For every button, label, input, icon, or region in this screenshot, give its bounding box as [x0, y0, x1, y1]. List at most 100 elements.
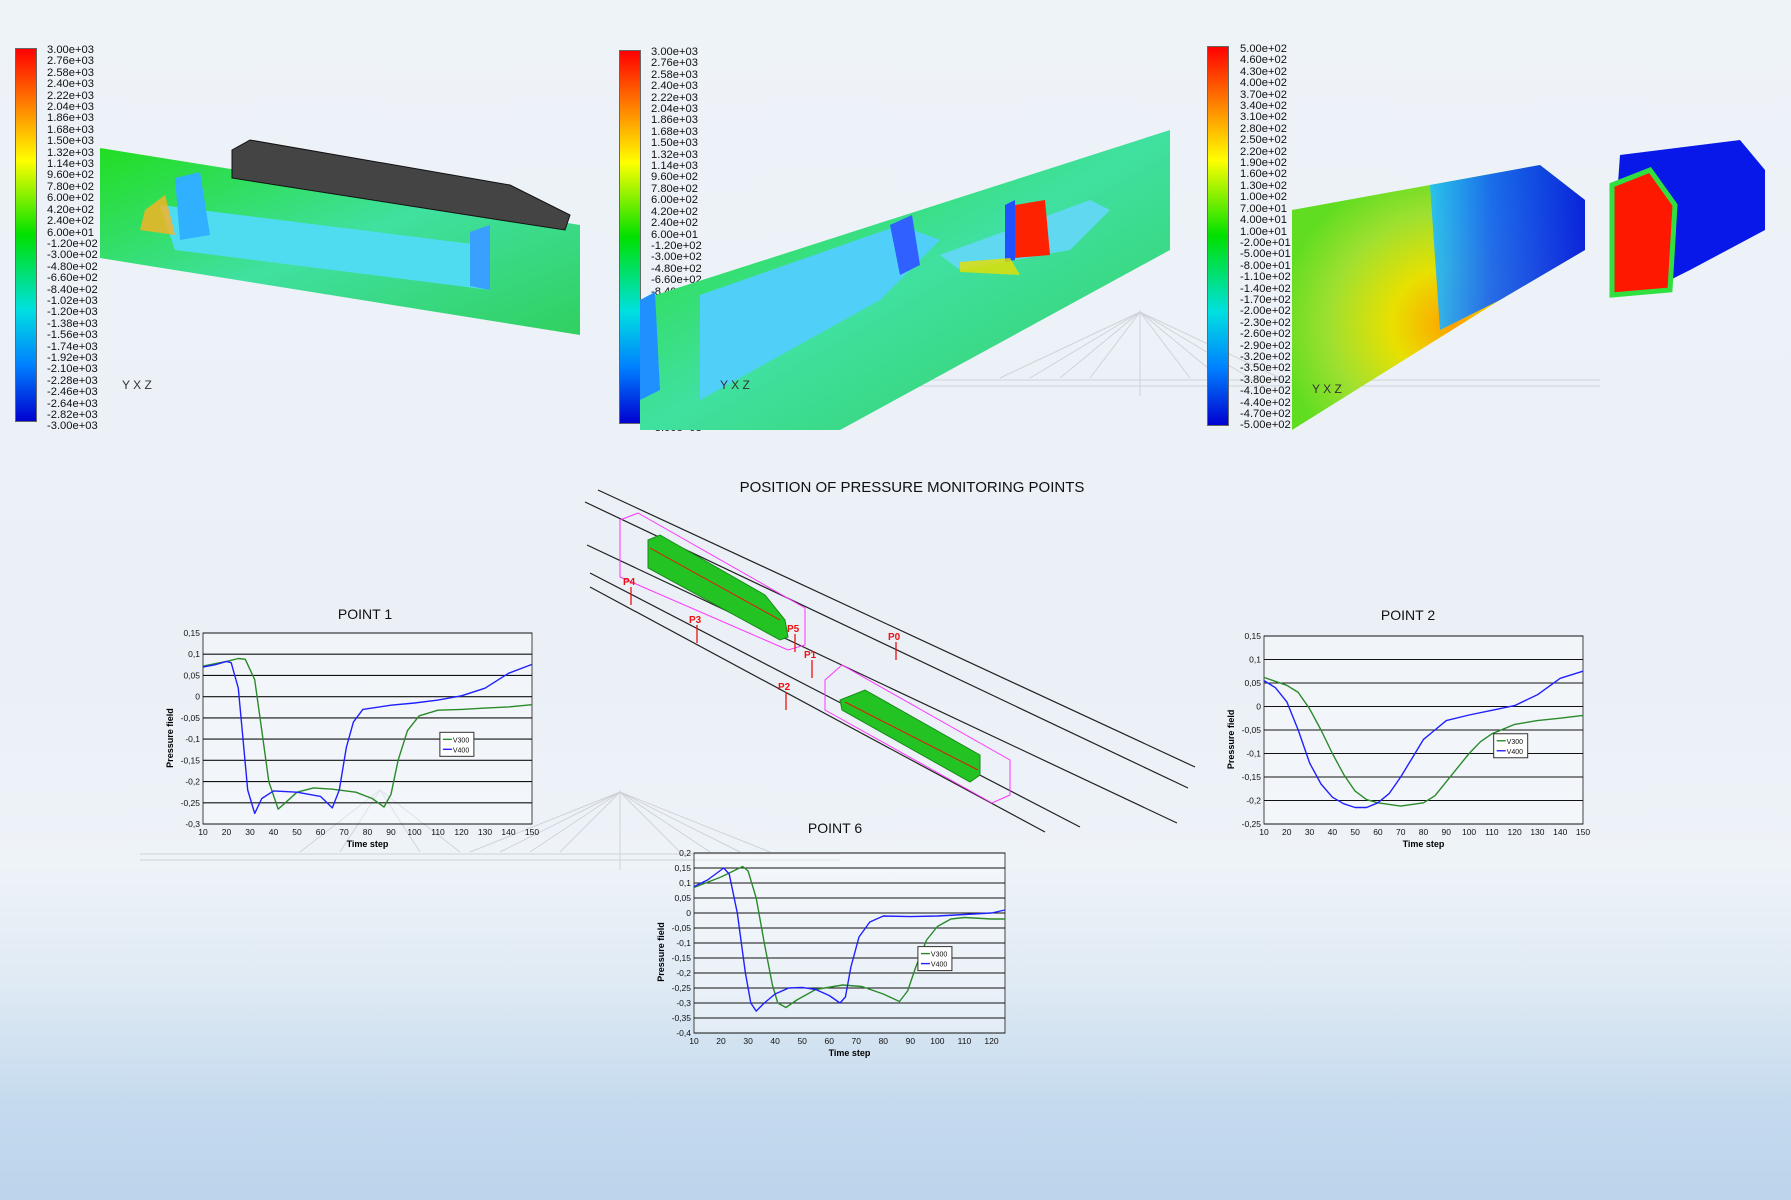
- colorbar-tick-label: -4.80e+02: [47, 260, 98, 273]
- y-tick-label: -0,15: [181, 755, 201, 765]
- colorbar-tick-label: -3.00e+03: [47, 420, 98, 433]
- colorbar-tick-label: -6.60e+02: [651, 274, 702, 287]
- x-axis-label: Time step: [1403, 839, 1445, 849]
- series-line-v400: [202, 660, 533, 815]
- x-tick-label: 70: [339, 827, 349, 837]
- colorbar-tick-label: 1.86e+03: [651, 114, 698, 127]
- point-label: P0: [888, 632, 901, 643]
- x-tick-label: 50: [797, 1036, 807, 1046]
- colorbar-tick-label: -1.70e+02: [1240, 293, 1291, 306]
- cfd-scene-2: [640, 130, 1170, 430]
- x-tick-label: 150: [1576, 827, 1590, 837]
- colorbar-tick-label: 5.00e+02: [1240, 43, 1287, 55]
- colorbar-tick-label: -4.40e+02: [1240, 396, 1291, 409]
- x-tick-label: 140: [1553, 827, 1567, 837]
- y-tick-label: -0,25: [181, 798, 201, 808]
- x-tick-label: 130: [478, 827, 492, 837]
- colorbar-tick-label: -5.00e+01: [1240, 248, 1291, 261]
- series-line-v300: [202, 657, 533, 810]
- y-tick-label: 0,05: [183, 670, 200, 680]
- colorbar-tick-label: 2.22e+03: [651, 91, 698, 104]
- colorbar-tick-label: 1.30e+02: [1240, 179, 1287, 192]
- y-tick-label: -0,1: [185, 734, 200, 744]
- x-tick-label: 100: [930, 1036, 944, 1046]
- monitoring-point-p5: P5: [787, 624, 800, 652]
- x-tick-label: 110: [958, 1036, 972, 1046]
- colorbar-tick-label: -3.00e+02: [47, 249, 98, 262]
- y-tick-label: -0,3: [676, 998, 691, 1008]
- colorbar-tick-label: 3.40e+02: [1240, 100, 1287, 113]
- colorbar-tick-label: -2.30e+02: [1240, 316, 1291, 329]
- colorbar-tick-label: 1.32e+03: [651, 148, 698, 161]
- y-axis-label: Pressure field: [165, 708, 175, 768]
- chart-1-title: POINT 1: [337, 606, 393, 622]
- x-tick-label: 90: [1442, 827, 1452, 837]
- colorbar-tick-label: 2.40e+03: [651, 80, 698, 93]
- colorbar-tick-label: -6.60e+02: [47, 272, 98, 285]
- colorbar-tick-label: -2.64e+03: [47, 397, 98, 410]
- x-tick-label: 40: [269, 827, 279, 837]
- cfd-scene-3: [1292, 140, 1765, 430]
- y-tick-label: -0,2: [676, 968, 691, 978]
- axis-z-label: Z: [742, 378, 750, 392]
- colorbar-tick-label: 6.00e+02: [47, 192, 94, 205]
- x-tick-label: 20: [716, 1036, 726, 1046]
- colorbar-tick-label: 1.50e+03: [47, 135, 94, 148]
- x-tick-label: 120: [984, 1036, 998, 1046]
- diagram-title: POSITION OF PRESSURE MONITORING POINTS: [739, 479, 1085, 496]
- y-tick-label: -0,05: [1242, 725, 1262, 735]
- y-tick-label: 0: [1256, 702, 1261, 712]
- axis-y-label: Y: [1312, 382, 1320, 396]
- colorbar-tick-label: -3.80e+02: [1240, 373, 1291, 386]
- axis-y-label: Y: [122, 378, 130, 392]
- colorbar-tick-label: 2.58e+03: [47, 66, 94, 79]
- plot-area: [202, 632, 533, 825]
- y-tick-label: 0,15: [1244, 631, 1261, 641]
- x-tick-label: 30: [245, 827, 255, 837]
- colorbar-tick-label: -1.92e+03: [47, 351, 98, 364]
- x-tick-label: 50: [292, 827, 302, 837]
- colorbar-tick-label: 4.20e+02: [47, 203, 94, 216]
- colorbar-tick-label: 1.90e+02: [1240, 157, 1287, 170]
- x-tick-label: 60: [1373, 827, 1383, 837]
- x-tick-label: 60: [824, 1036, 834, 1046]
- colorbar-tick-label: -3.50e+02: [1240, 362, 1291, 375]
- x-tick-label: 140: [501, 827, 515, 837]
- y-tick-label: -0,2: [1246, 796, 1261, 806]
- colorbar-tick-label: 1.00e+02: [1240, 191, 1287, 204]
- x-tick-label: 30: [1305, 827, 1315, 837]
- colorbar-tick-label: 1.68e+03: [47, 123, 94, 136]
- colorbar-tick-label: 2.80e+02: [1240, 122, 1287, 135]
- colorbar-tick-label: 2.58e+03: [651, 68, 698, 81]
- colorbar-tick-label: -2.60e+02: [1240, 328, 1291, 341]
- colorbar-3: [1207, 46, 1229, 426]
- y-tick-label: -0,3: [185, 819, 200, 829]
- colorbar-tick-label: 2.50e+02: [1240, 134, 1287, 147]
- y-tick-label: -0,25: [672, 983, 692, 993]
- colorbar-tick-label: 2.76e+03: [47, 55, 94, 68]
- colorbar-tick-label: -2.46e+03: [47, 386, 98, 399]
- colorbar-tick-label: 2.04e+03: [651, 103, 698, 116]
- colorbar-tick-label: 7.80e+02: [651, 182, 698, 195]
- colorbar-tick-label: -1.20e+02: [47, 237, 98, 250]
- colorbar-tick-label: 6.00e+01: [47, 226, 94, 239]
- colorbar-tick-label: -1.38e+03: [47, 317, 98, 330]
- series-line-v300: [693, 865, 1005, 1009]
- colorbar-tick-label: -2.28e+03: [47, 374, 98, 387]
- axis-y-label: Y: [720, 378, 728, 392]
- colorbar-1: [15, 48, 37, 422]
- cfd-scene-1: [100, 139, 580, 335]
- x-tick-label: 40: [1328, 827, 1338, 837]
- x-tick-label: 10: [1259, 827, 1269, 837]
- colorbar-tick-label: -2.82e+03: [47, 409, 98, 421]
- colorbar-tick-label: 1.68e+03: [651, 125, 698, 138]
- monitoring-point-p0: P0: [888, 632, 901, 660]
- y-tick-label: -0,15: [1242, 772, 1262, 782]
- x-tick-label: 80: [879, 1036, 889, 1046]
- colorbar-tick-label: 7.80e+02: [47, 180, 94, 193]
- colorbar-tick-label: 4.30e+02: [1240, 65, 1287, 78]
- axis-z-label: Z: [144, 378, 152, 392]
- y-tick-label: 0,15: [674, 863, 691, 873]
- legend-label: V400: [1507, 749, 1523, 756]
- y-tick-label: 0,2: [679, 848, 691, 858]
